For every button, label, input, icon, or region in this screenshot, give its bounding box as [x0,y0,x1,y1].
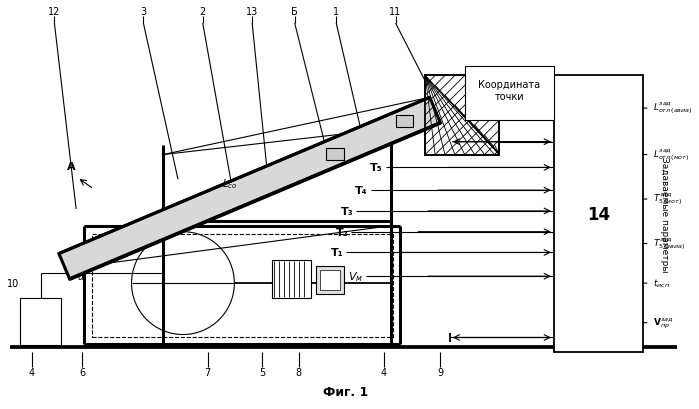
Bar [92,234,393,337]
Text: 2: 2 [200,7,206,17]
Text: 4: 4 [381,367,387,377]
Bar [554,76,643,353]
Text: Фиг. 1: Фиг. 1 [324,385,369,398]
Bar [396,116,413,128]
Text: 11: 11 [389,7,402,17]
Bar [425,76,499,155]
Text: 13: 13 [246,7,259,17]
Text: T₁: T₁ [331,248,343,258]
Text: 12: 12 [48,7,61,17]
Text: Задаваемые параметры: Задаваемые параметры [660,157,669,272]
Text: 7: 7 [205,367,211,377]
Bar [317,267,344,294]
Text: 9: 9 [437,367,443,377]
Bar [272,261,312,298]
Bar [425,76,499,155]
Text: 5: 5 [259,367,265,377]
Text: $T^{зад}_{5\,(мот)}$: $T^{зад}_{5\,(мот)}$ [653,191,682,208]
Text: 8: 8 [296,367,302,377]
Text: $L^{зад}_{отл\,(авиа)}$: $L^{зад}_{отл\,(авиа)}$ [653,101,692,117]
Text: Координата
точки: Координата точки [478,80,540,102]
Text: 14: 14 [586,205,610,223]
Text: 1: 1 [333,7,339,17]
Bar [326,148,344,160]
Text: $L^{зад}_{отл\,(мот)}$: $L^{зад}_{отл\,(мот)}$ [653,147,689,163]
Polygon shape [59,98,440,279]
Text: 3: 3 [140,7,147,17]
Text: α: α [78,272,85,281]
Text: T₃: T₃ [340,207,353,216]
Text: А: А [67,162,75,172]
Text: T₄: T₄ [355,186,368,196]
Bar [20,298,62,346]
Text: 10: 10 [7,279,19,288]
Bar [465,66,554,121]
Text: 4: 4 [29,367,35,377]
Text: T₅: T₅ [370,163,382,173]
Text: $t_{исп}$: $t_{исп}$ [653,277,670,290]
Text: $V_м$: $V_м$ [347,270,363,283]
Text: Б: Б [291,7,298,17]
Text: T₂: T₂ [336,227,348,237]
Text: 6: 6 [79,367,85,377]
Text: $\mathbf{V}^{зад}_{пр}$: $\mathbf{V}^{зад}_{пр}$ [653,316,673,330]
Bar [320,271,340,290]
Text: $T^{зад}_{5\,(авиа)}$: $T^{зад}_{5\,(авиа)}$ [653,236,685,252]
Text: $L_{со}$: $L_{со}$ [222,177,238,191]
